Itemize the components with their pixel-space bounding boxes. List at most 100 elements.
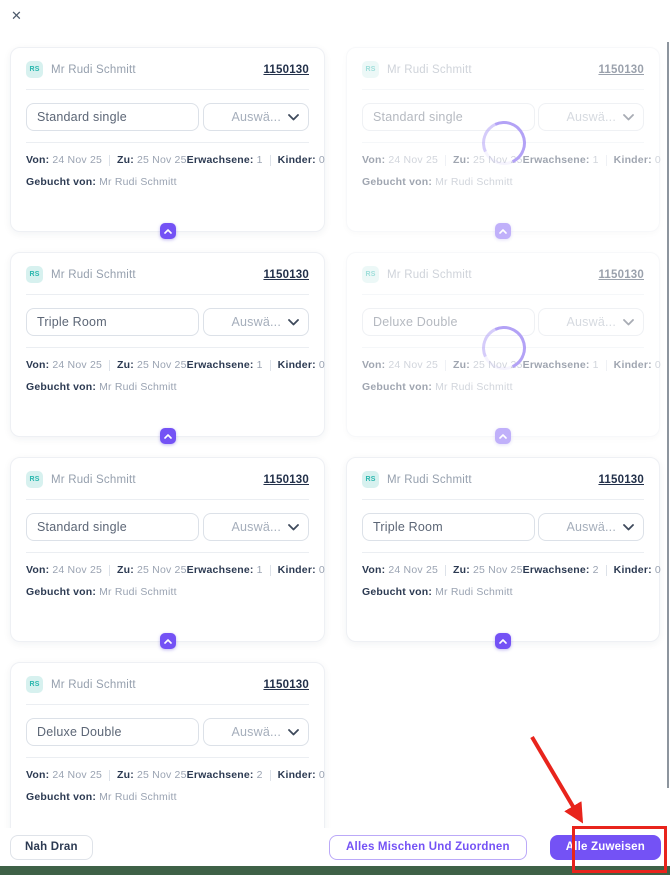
divider xyxy=(605,359,607,371)
guest-name: Mr Rudi Schmitt xyxy=(51,268,136,281)
room-type-input[interactable] xyxy=(362,308,535,336)
adults-value: 1 xyxy=(256,359,263,371)
divider xyxy=(109,564,111,576)
room-row: Auswä... xyxy=(26,718,309,746)
divider xyxy=(26,704,309,705)
collapse-card-button[interactable] xyxy=(159,223,176,239)
zu-value: 25 Nov 25 xyxy=(472,359,523,371)
booked-by-value: Mr Rudi Schmitt xyxy=(435,381,513,393)
room-select[interactable]: Auswä... xyxy=(538,513,644,541)
collapse-card-button[interactable] xyxy=(159,633,176,649)
booking-number-link[interactable]: 1150130 xyxy=(598,473,644,486)
adults-label: Erwachsene: xyxy=(522,564,590,576)
avatar: RS xyxy=(362,61,379,78)
room-select[interactable]: Auswä... xyxy=(203,308,309,336)
von-label: Von: xyxy=(362,564,386,576)
room-type-input[interactable] xyxy=(362,103,535,131)
booking-number-link[interactable]: 1150130 xyxy=(598,63,644,76)
nah-dran-button[interactable]: Nah Dran xyxy=(10,834,93,860)
collapse-card-button[interactable] xyxy=(495,223,511,239)
chevron-down-icon xyxy=(623,318,634,326)
occupancy-group: Erwachsene: 1 Kinder: 0 xyxy=(187,154,325,166)
chevron-up-icon xyxy=(499,228,507,234)
booked-by-row: Gebucht von: Mr Rudi Schmitt xyxy=(26,176,309,188)
occupancy-group: Erwachsene: 1 Kinder: 0 xyxy=(523,359,661,371)
adults-label: Erwachsene: xyxy=(186,564,254,576)
dates-occupancy-row: Von: 24 Nov 25 Zu: 25 Nov 25 Erwachsene:… xyxy=(362,154,661,166)
adults-value: 1 xyxy=(256,154,263,166)
adults-label: Erwachsene: xyxy=(186,154,254,166)
guest-name: Mr Rudi Schmitt xyxy=(51,473,136,486)
dates-group: Von: 24 Nov 25 Zu: 25 Nov 25 xyxy=(26,359,187,371)
room-select-value: Auswä... xyxy=(566,110,616,124)
kids-label: Kinder: xyxy=(613,359,652,371)
adults-value: 2 xyxy=(256,769,263,781)
booked-by-value: Mr Rudi Schmitt xyxy=(435,586,513,598)
booking-card: RS Mr Rudi Schmitt 1150130 Auswä... xyxy=(346,47,661,239)
room-select[interactable]: Auswä... xyxy=(203,718,309,746)
divider xyxy=(362,294,644,295)
scrollbar-thumb[interactable] xyxy=(667,42,669,788)
card-header: RS Mr Rudi Schmitt 1150130 xyxy=(26,471,309,488)
assign-all-button[interactable]: Alle Zuweisen xyxy=(549,834,661,860)
booking-card-body: RS Mr Rudi Schmitt 1150130 Auswä... xyxy=(346,47,661,239)
bookings-grid: RS Mr Rudi Schmitt 1150130 Auswä... xyxy=(10,47,661,854)
zu-label: Zu: xyxy=(453,154,470,166)
booked-by-value: Mr Rudi Schmitt xyxy=(435,176,513,188)
booked-by-row: Gebucht von: Mr Rudi Schmitt xyxy=(26,791,309,803)
zu-value: 25 Nov 25 xyxy=(472,564,523,576)
booking-card: RS Mr Rudi Schmitt 1150130 Auswä... xyxy=(10,662,325,854)
room-type-input[interactable] xyxy=(362,513,535,541)
occupancy-group: Erwachsene: 2 Kinder: 0 xyxy=(187,769,325,781)
booking-number-link[interactable]: 1150130 xyxy=(598,268,644,281)
von-value: 24 Nov 25 xyxy=(52,769,103,781)
room-select-value: Auswä... xyxy=(566,315,616,329)
booking-number-link[interactable]: 1150130 xyxy=(263,268,309,281)
divider xyxy=(362,552,644,553)
guest-name: Mr Rudi Schmitt xyxy=(51,678,136,691)
von-label: Von: xyxy=(362,359,386,371)
divider xyxy=(269,154,271,166)
room-type-input[interactable] xyxy=(26,513,199,541)
zu-value: 25 Nov 25 xyxy=(136,564,187,576)
collapse-card-button[interactable] xyxy=(159,428,176,444)
chevron-up-icon xyxy=(163,228,172,234)
collapse-card-button[interactable] xyxy=(495,633,511,649)
booking-card: RS Mr Rudi Schmitt 1150130 Auswä... xyxy=(10,252,325,444)
room-select[interactable]: Auswä... xyxy=(538,308,644,336)
chevron-up-icon xyxy=(499,638,507,644)
booking-card-body: RS Mr Rudi Schmitt 1150130 Auswä... xyxy=(10,252,325,444)
divider xyxy=(109,769,111,781)
adults-label: Erwachsene: xyxy=(522,154,590,166)
zu-value: 25 Nov 25 xyxy=(136,154,187,166)
mix-assign-all-button[interactable]: Alles Mischen Und Zuordnen xyxy=(329,834,527,860)
room-type-input[interactable] xyxy=(26,103,199,131)
room-type-input[interactable] xyxy=(26,718,199,746)
room-select[interactable]: Auswä... xyxy=(203,513,309,541)
booking-card-body: RS Mr Rudi Schmitt 1150130 Auswä... xyxy=(346,457,661,649)
booking-number-link[interactable]: 1150130 xyxy=(263,473,309,486)
von-value: 24 Nov 25 xyxy=(388,564,439,576)
divider xyxy=(26,552,309,553)
dates-occupancy-row: Von: 24 Nov 25 Zu: 25 Nov 25 Erwachsene:… xyxy=(26,564,325,576)
chevron-up-icon xyxy=(163,433,172,439)
zu-label: Zu: xyxy=(117,564,134,576)
room-select[interactable]: Auswä... xyxy=(203,103,309,131)
room-select[interactable]: Auswä... xyxy=(538,103,644,131)
kids-value: 0 xyxy=(318,769,325,781)
von-value: 24 Nov 25 xyxy=(388,359,439,371)
kids-value: 0 xyxy=(318,359,325,371)
booking-number-link[interactable]: 1150130 xyxy=(263,678,309,691)
kids-value: 0 xyxy=(654,564,661,576)
divider xyxy=(26,294,309,295)
dates-group: Von: 24 Nov 25 Zu: 25 Nov 25 xyxy=(26,769,187,781)
collapse-card-button[interactable] xyxy=(495,428,511,444)
close-icon[interactable]: ✕ xyxy=(11,8,22,23)
room-row: Auswä... xyxy=(362,513,644,541)
von-value: 24 Nov 25 xyxy=(388,154,439,166)
booking-number-link[interactable]: 1150130 xyxy=(263,63,309,76)
booking-card-body: RS Mr Rudi Schmitt 1150130 Auswä... xyxy=(10,662,325,854)
room-type-input[interactable] xyxy=(26,308,199,336)
divider xyxy=(269,359,271,371)
booked-by-row: Gebucht von: Mr Rudi Schmitt xyxy=(26,586,309,598)
